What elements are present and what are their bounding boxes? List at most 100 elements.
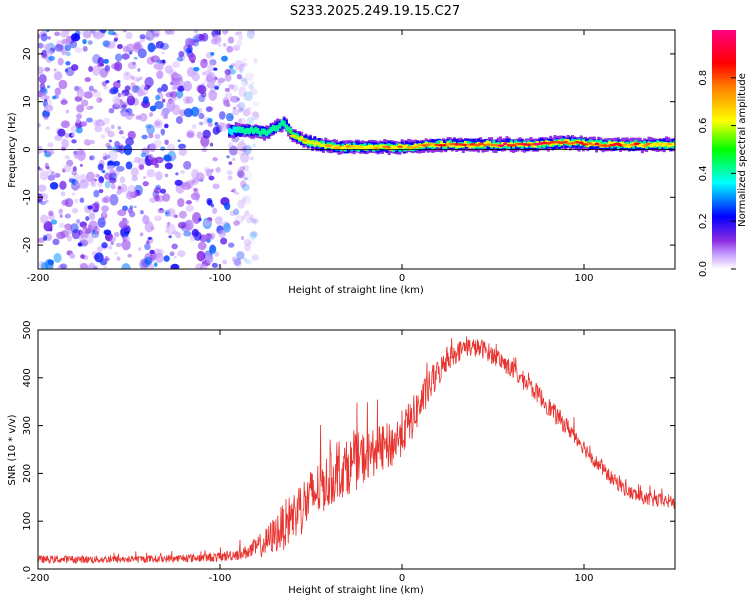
noise-blob [93,178,98,182]
noise-blob [112,95,121,106]
noise-blob [118,130,124,135]
noise-blob [240,138,245,143]
noise-blob [91,229,96,235]
noise-blob [203,219,212,227]
noise-blob [192,39,199,47]
noise-blob [44,95,50,100]
noise-blob [178,50,185,58]
noise-blob [87,224,93,231]
noise-blob [43,98,48,102]
noise-blob [108,149,118,161]
noise-blob [147,42,156,53]
noise-blob [114,53,123,62]
noise-blob [246,216,252,224]
noise-blob [205,254,214,264]
ridge-peak [638,143,644,147]
noise-blob [59,180,67,190]
ridge-peak [434,143,440,147]
noise-blob [43,115,49,121]
noise-blob [238,64,245,72]
noise-blob [228,161,233,166]
noise-blob [53,68,57,72]
noise-blob [185,200,192,205]
ridge-segment [658,143,662,150]
noise-blob [52,95,56,100]
noise-blob [71,133,76,137]
noise-blob [95,173,100,178]
noise-blob [53,71,63,81]
noise-blob [130,75,135,80]
ridge-segment [330,145,334,150]
noise-blob [235,31,239,36]
noise-blob [146,240,150,244]
colorbar-tick-label: 0.4 [698,165,709,181]
ridge-peak [313,142,321,145]
noise-blob [121,224,131,232]
noise-blob [205,106,213,113]
noise-blob [92,89,98,93]
noise-blob [223,99,230,107]
noise-blob [149,105,157,112]
ridge-segment [492,140,496,147]
ridge-segment [234,126,238,133]
noise-blob [251,254,260,261]
ridge-segment [398,143,402,148]
noise-blob [133,205,137,209]
noise-blob [38,166,41,170]
ridge-peak [566,142,573,145]
noise-blob [184,219,194,231]
noise-blob [224,92,233,98]
snr-y-tick-label: 100 [22,512,33,531]
noise-blob [164,139,169,146]
noise-blob [104,154,111,159]
ridge-segment [463,141,467,145]
noise-blob [237,141,247,152]
noise-blob [94,201,100,208]
ridge-segment [330,141,334,148]
noise-blob [40,33,48,42]
noise-blob [194,30,198,34]
noise-blob [245,259,252,265]
ridge-segment [483,141,487,146]
noise-blob [93,90,102,98]
noise-blob [251,218,258,224]
noise-blob [103,85,108,90]
noise-blob [97,57,105,66]
noise-blob [149,157,158,166]
noise-blob [249,156,254,161]
noise-blob [98,189,104,194]
noise-blob [240,77,247,82]
ridge-peak [301,138,309,142]
noise-blob [122,30,127,33]
noise-blob [225,112,234,122]
noise-blob [208,244,217,255]
noise-blob [92,226,100,235]
ridge-segment [643,140,647,147]
noise-blob [59,263,68,269]
ridge-segment [592,141,596,146]
noise-blob [54,172,61,178]
noise-blob [116,256,121,261]
noise-blob [164,30,172,35]
noise-blob [73,198,79,204]
noise-blob [100,258,108,266]
noise-blob [183,80,193,92]
ridge-segment [284,124,288,131]
snr-panel: -200 -100 0 100 0 100 200 300 400 500 Height of … [7,320,676,596]
noise-blob [249,214,254,220]
ridge-segment [505,142,509,147]
noise-blob [193,33,201,42]
noise-blob [110,241,114,246]
noise-blob [38,90,44,98]
ridge-segment [232,126,236,133]
noise-blob [47,142,54,148]
noise-blob [167,143,176,152]
ridge-peak [325,144,333,147]
noise-blob [228,142,234,148]
noise-blob [72,166,77,172]
noise-blob [113,38,118,43]
snr-series-line [38,336,675,565]
noise-blob [239,152,250,163]
snr-y-tick-label: 0 [22,566,33,572]
